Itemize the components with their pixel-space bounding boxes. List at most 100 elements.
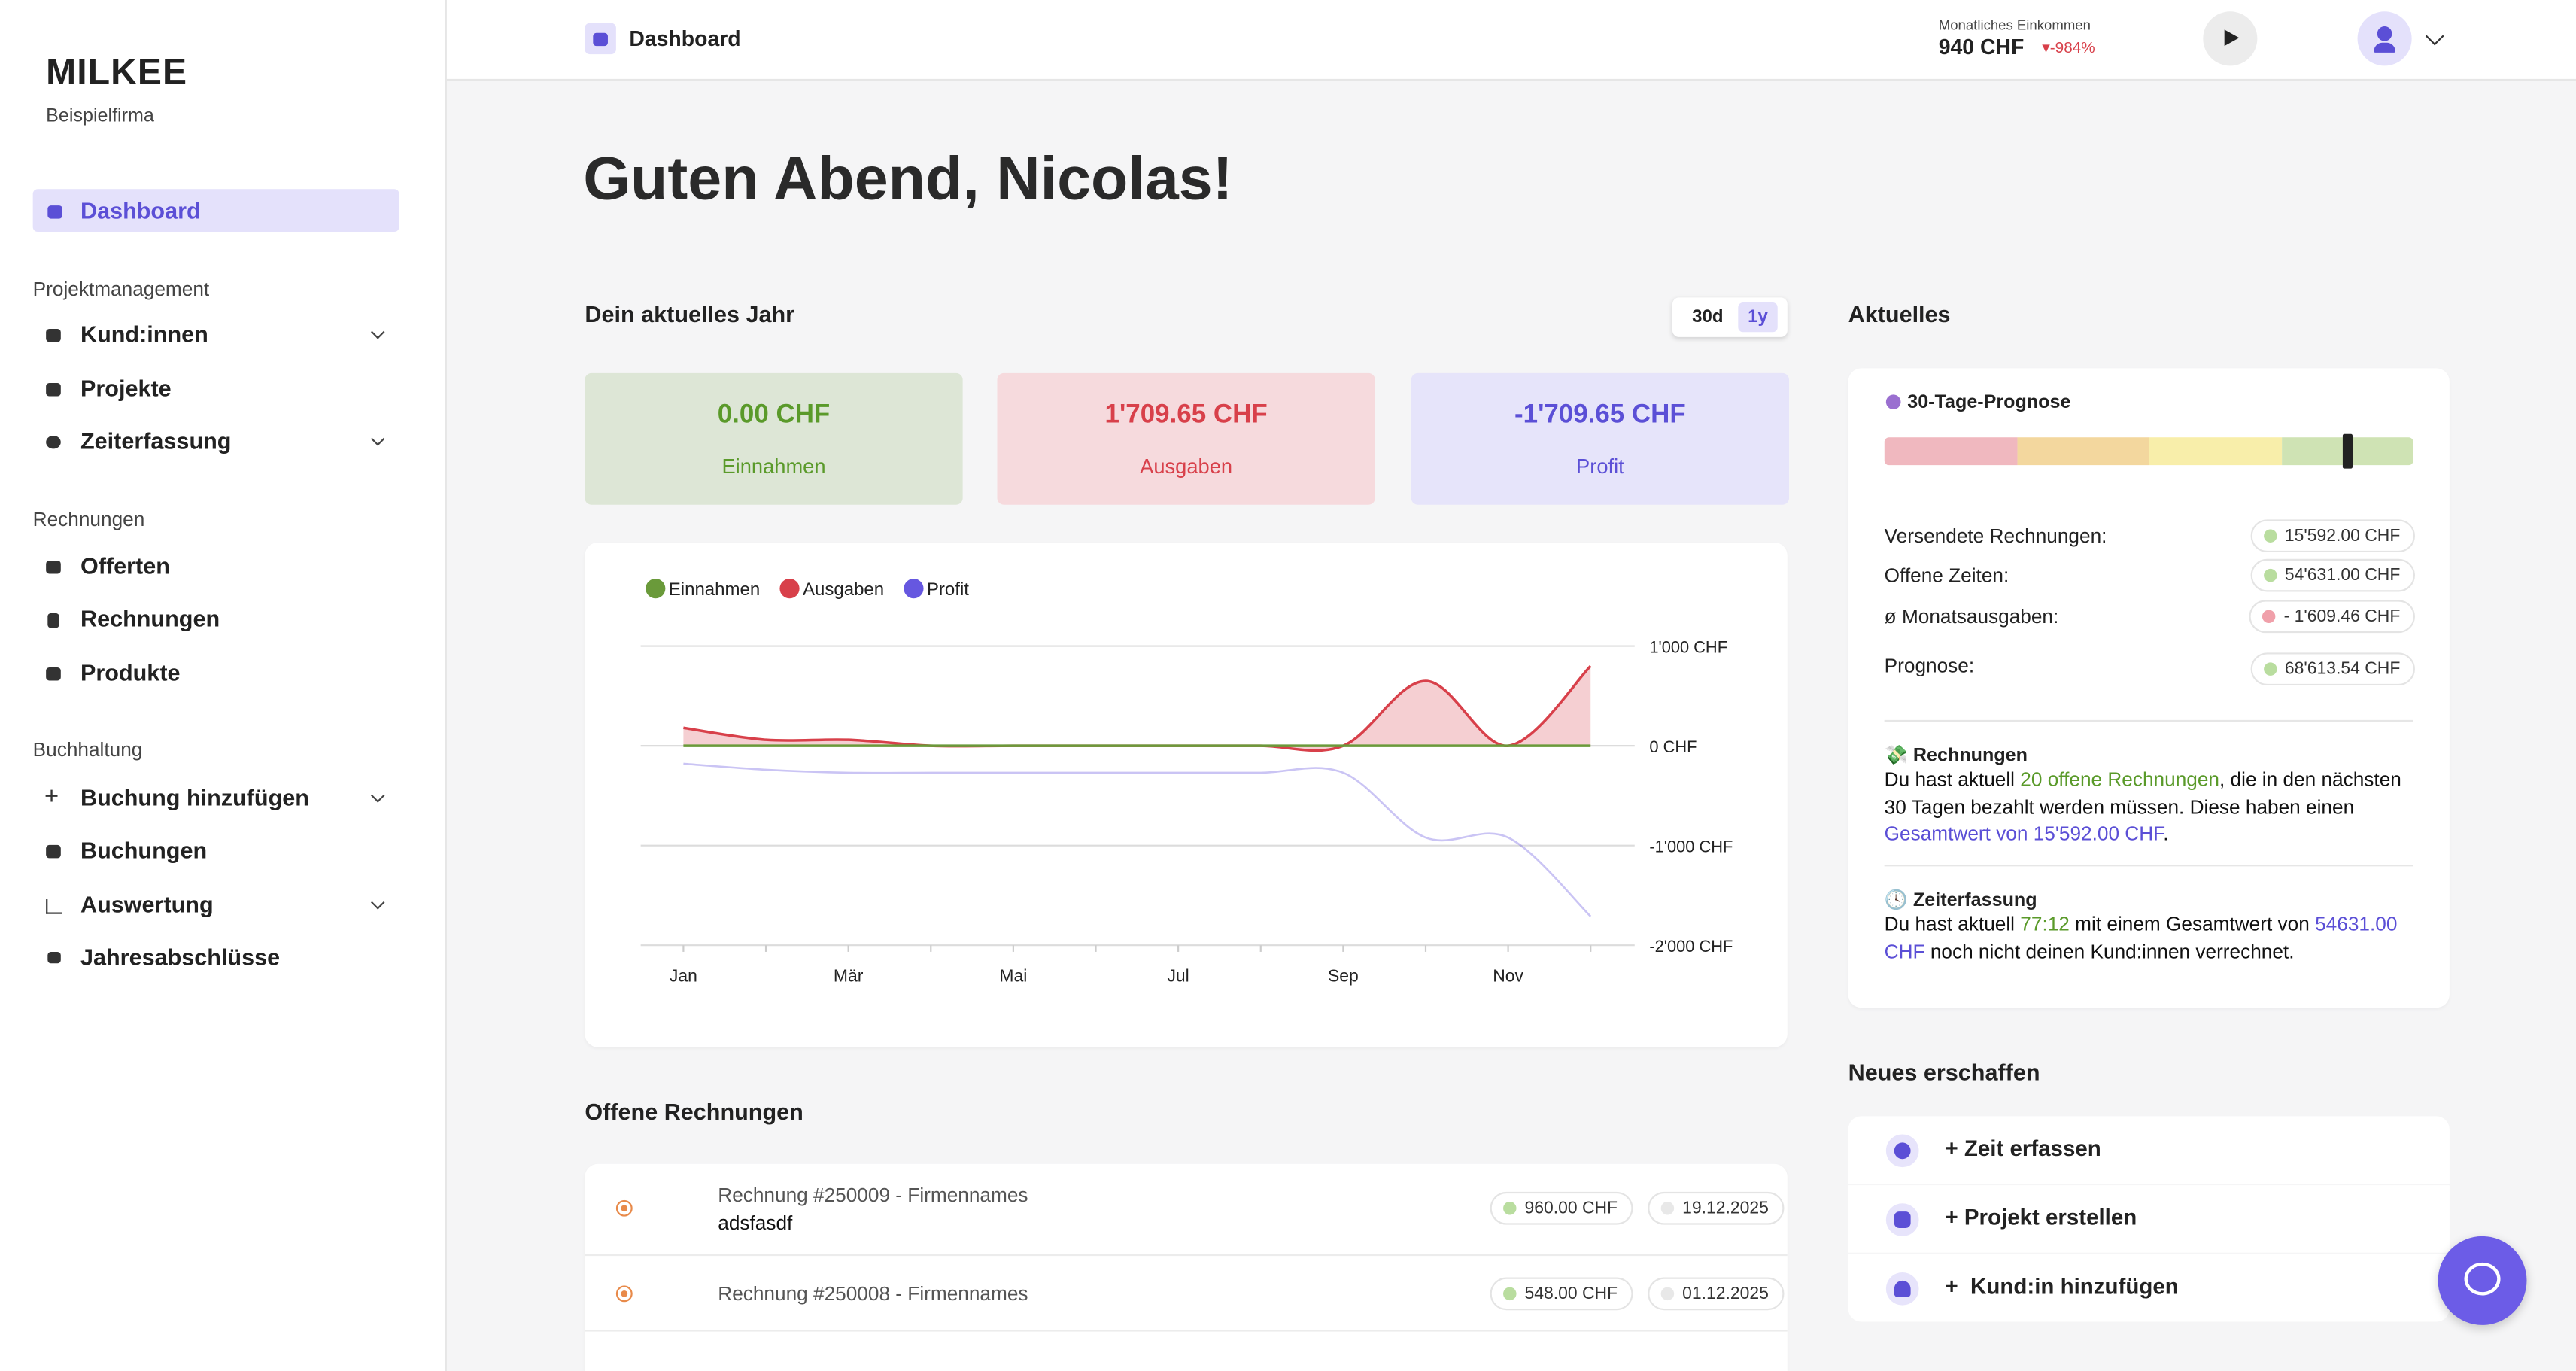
stat-card: 0.00 CHF Einnahmen	[585, 372, 963, 505]
text: .	[2163, 822, 2169, 845]
amount: 548.00 CHF	[1524, 1284, 1618, 1304]
section-title: Neues erschaffen	[1848, 1058, 2040, 1085]
nav-item[interactable]: Buchung hinzufügen	[80, 784, 309, 811]
metric-value: 15'592.00 CHF	[2284, 526, 2401, 546]
icon-plus: +	[44, 782, 59, 811]
create-item[interactable]: + Kund:in hinzufügen	[1848, 1254, 2450, 1322]
stat-label: Ausgaben	[1140, 455, 1233, 479]
amount-pill: 548.00 CHF	[1490, 1277, 1633, 1311]
nav-item[interactable]: Produkte	[80, 659, 181, 686]
invoice-title[interactable]: Rechnung #250009 - Firmennames	[718, 1183, 1028, 1207]
highlight: 77:12	[2020, 912, 2070, 936]
chevron[interactable]	[2425, 26, 2444, 46]
forecast-bar	[1884, 437, 2413, 466]
nav-item[interactable]: Buchungen	[80, 837, 208, 863]
icon	[46, 844, 61, 859]
chevron[interactable]	[370, 895, 385, 910]
x-tick-label: Sep	[1328, 965, 1359, 985]
metric-label: Versendete Rechnungen:	[1884, 524, 2107, 548]
highlight: Gesamtwert von 15'592.00 CHF	[1884, 822, 2164, 845]
metric-label: Offene Zeiten:	[1884, 564, 2009, 587]
y-tick-label: 1'000 CHF	[1649, 637, 1727, 656]
section-title: Aktuelles	[1848, 300, 1951, 327]
stat-label: Profit	[1576, 455, 1624, 479]
stat-value: 1'709.65 CHF	[1104, 401, 1268, 430]
range-option[interactable]: 1y	[1738, 302, 1778, 333]
icon	[47, 951, 61, 964]
legend-dot	[779, 579, 800, 599]
metric-pill: 68'613.54 CHF	[2249, 652, 2415, 686]
income-label: Monatliches Einkommen	[1938, 16, 2091, 33]
play-icon	[2224, 29, 2240, 47]
date: 01.12.2025	[1682, 1284, 1769, 1304]
avatar[interactable]	[2357, 11, 2412, 66]
nav-item[interactable]: Rechnungen	[80, 604, 220, 631]
y-tick-label: 0 CHF	[1649, 737, 1697, 756]
chevron[interactable]	[370, 789, 385, 803]
chevron[interactable]	[370, 432, 385, 446]
bar-segment	[2016, 437, 2149, 466]
section-title: Offene Rechnungen	[585, 1098, 803, 1125]
bar-segment	[2149, 437, 2282, 466]
y-tick-label: -1'000 CHF	[1649, 837, 1733, 856]
avatar-body	[2374, 42, 2395, 53]
icon	[47, 205, 62, 219]
create-label: + Projekt erstellen	[1945, 1205, 2137, 1230]
section-title: Buchhaltung	[32, 737, 143, 761]
news-subtitle: 🕓 Zeiterfassung	[1884, 891, 2037, 911]
divider	[1884, 719, 2413, 722]
icon	[593, 32, 608, 47]
income-change: ▾-984%	[2042, 39, 2095, 58]
nav-item[interactable]: Projekte	[80, 375, 172, 402]
icon	[46, 328, 61, 342]
legend-label: Ausgaben	[803, 579, 884, 600]
range-toggle: 30d 1y	[1672, 297, 1788, 337]
metric-pill: 15'592.00 CHF	[2249, 519, 2415, 553]
text: Du hast aktuell	[1884, 912, 2021, 936]
section-title: Projektmanagement	[32, 278, 210, 301]
range-option[interactable]: 30d	[1692, 307, 1724, 327]
invoice-title[interactable]: Rechnung #250008 - Firmennames	[718, 1282, 1028, 1306]
x-tick-label: Nov	[1493, 965, 1523, 985]
play-button[interactable]	[2203, 11, 2258, 66]
nav-item[interactable]: Offerten	[80, 552, 170, 579]
date-pill: 01.12.2025	[1648, 1277, 1784, 1311]
amount-pill: 960.00 CHF	[1490, 1191, 1633, 1225]
stat-value: 0.00 CHF	[717, 401, 831, 430]
nav-dashboard[interactable]: Dashboard	[32, 189, 399, 233]
create-item[interactable]: + Projekt erstellen	[1848, 1185, 2450, 1253]
chart-card: Einnahmen Ausgaben Profit 1'000 CHF 0 CHF -1'…	[585, 542, 1788, 1047]
icon	[46, 899, 62, 914]
news-subtitle-text: Zeiterfassung	[1912, 891, 2037, 911]
metric-value: - 1'609.46 CHF	[2283, 606, 2401, 627]
divider	[1884, 865, 2413, 867]
create-label: + Kund:in hinzufügen	[1945, 1274, 2179, 1299]
icon	[47, 613, 59, 628]
nav-item[interactable]: Kund:innen	[80, 321, 208, 347]
x-tick-label: Mai	[999, 965, 1027, 985]
nav-item[interactable]: Jahresabschlüsse	[80, 944, 281, 970]
invoice-list: Rechnung #250009 - Firmennames adsfasdf …	[585, 1163, 1788, 1371]
nav-item[interactable]: Auswertung	[80, 891, 214, 918]
news-subtitle: 💸 Rechnungen	[1884, 746, 2028, 767]
news-text: Du hast aktuell 20 offene Rechnungen, di…	[1885, 766, 2419, 847]
stat-card: 1'709.65 CHF Ausgaben	[997, 372, 1375, 505]
stat-label: Einnahmen	[721, 455, 826, 479]
chevron[interactable]	[370, 325, 385, 339]
breadcrumb[interactable]: Dashboard	[629, 26, 741, 51]
forecast-title: 30-Tage-Prognose	[1907, 393, 2071, 413]
create-label: + Zeit erfassen	[1945, 1135, 2101, 1161]
nav-item[interactable]: Zeiterfassung	[80, 427, 232, 454]
stat-value: -1'709.65 CHF	[1514, 401, 1686, 430]
text: noch nicht deinen Kund:innen verrechnet.	[1924, 939, 2295, 963]
create-item[interactable]: + Zeit erfassen	[1848, 1116, 2450, 1184]
income-change-value: -984%	[2049, 39, 2095, 58]
nav-label: Dashboard	[80, 197, 201, 224]
icon	[46, 667, 61, 681]
status-dot	[621, 1290, 628, 1297]
date: 19.12.2025	[1682, 1198, 1769, 1218]
chat-button[interactable]	[2438, 1236, 2527, 1325]
metric-label: ø Monatsausgaben:	[1884, 604, 2059, 628]
legend-label: Einnahmen	[669, 579, 760, 600]
